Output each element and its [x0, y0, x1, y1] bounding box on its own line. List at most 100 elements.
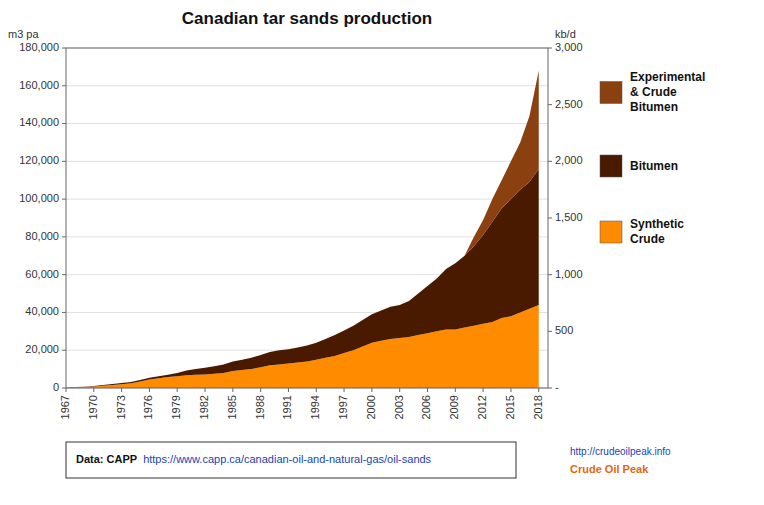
y-axis: 0 20,000 40,000 60,000 80,000 100,000 120,000 1…	[19, 41, 66, 393]
x-tick	[177, 388, 178, 392]
area	[66, 169, 539, 388]
watermark-name: Crude Oil Peak	[570, 463, 649, 475]
y-tick	[62, 312, 66, 313]
x-tick	[371, 388, 372, 392]
x-tick	[399, 388, 400, 392]
x-tick	[288, 388, 289, 392]
x-tick-label: 1982	[198, 395, 210, 419]
x-tick	[205, 388, 206, 392]
legend-label-line: & Crude	[630, 85, 677, 99]
x-tick	[510, 388, 511, 392]
legend-label-line: Synthetic	[630, 217, 684, 231]
y-tick-label: 60,000	[25, 268, 59, 280]
y-tick-label: 120,000	[19, 154, 59, 166]
source-url: https://www.capp.ca/canadian-oil-and-nat…	[143, 453, 431, 465]
y-tick-label: 80,000	[25, 230, 59, 242]
x-tick-label: 2015	[504, 395, 516, 419]
grid-line	[66, 161, 548, 162]
y-tick	[62, 388, 66, 389]
y2-tick	[548, 218, 552, 219]
x-tick-label: 1994	[309, 395, 321, 419]
y2-tick-label: 2,500	[555, 98, 583, 110]
legend-label-line: Experimental	[630, 70, 705, 84]
legend-label-line: Bitumen	[630, 100, 678, 114]
y2-tick	[548, 388, 552, 389]
x-tick-label: 1973	[115, 395, 127, 419]
grid-line	[66, 123, 548, 124]
grid-line	[66, 199, 548, 200]
y-axis-label: m3 pa	[8, 28, 39, 40]
y2-tick	[548, 274, 552, 275]
watermark-url: http://crudeoilpeak.info	[570, 446, 671, 457]
area	[66, 71, 539, 388]
legend-swatch	[600, 82, 622, 104]
x-tick-label: 1979	[170, 395, 182, 419]
y2-tick	[548, 48, 552, 49]
y2-tick	[548, 161, 552, 162]
y-tick	[62, 199, 66, 200]
x-axis: 1967 1970 1973 1976 1979 1982 1985 1988 1991 1994…	[59, 388, 544, 419]
x-tick	[344, 388, 345, 392]
x-tick-label: 2018	[532, 395, 544, 419]
x-tick-label: 1976	[142, 395, 154, 419]
x-tick-label: 2003	[393, 395, 405, 419]
legend-label-line: Bitumen	[630, 159, 678, 173]
y-tick-label: 100,000	[19, 192, 59, 204]
y-tick-label: 0	[53, 381, 59, 393]
x-tick-label: 1967	[59, 395, 71, 419]
y-tick	[62, 85, 66, 86]
y-tick-label: 180,000	[19, 41, 59, 53]
y2-tick-label: 1,000	[555, 268, 583, 280]
y-tick-label: 160,000	[19, 79, 59, 91]
source-box	[66, 442, 516, 478]
x-tick	[483, 388, 484, 392]
x-tick-label: 1985	[226, 395, 238, 419]
y-tick	[62, 350, 66, 351]
legend-label: Experimental& CrudeBitumen	[630, 70, 705, 114]
x-tick	[232, 388, 233, 392]
y-tick	[62, 161, 66, 162]
x-tick	[66, 388, 67, 392]
legend-label: SyntheticCrude	[630, 217, 684, 246]
x-tick-label: 2006	[420, 395, 432, 419]
x-tick	[538, 388, 539, 392]
x-tick-label: 1970	[87, 395, 99, 419]
x-tick	[316, 388, 317, 392]
plot-frame	[66, 48, 548, 388]
x-tick	[149, 388, 150, 392]
x-tick	[427, 388, 428, 392]
legend-swatch	[600, 155, 622, 177]
x-tick-label: 2009	[448, 395, 460, 419]
x-tick	[260, 388, 261, 392]
y2-tick-label: 3,000	[555, 41, 583, 53]
y2-tick-label: 1,500	[555, 211, 583, 223]
x-tick-label: 1997	[337, 395, 349, 419]
y-tick	[62, 48, 66, 49]
y-tick-label: 20,000	[25, 343, 59, 355]
legend-swatch	[600, 221, 622, 243]
plot-area	[66, 71, 539, 388]
legend-label-line: Crude	[630, 232, 665, 246]
y-tick	[62, 123, 66, 124]
y2-tick	[548, 104, 552, 105]
y2-tick-label: -	[555, 381, 559, 393]
y2-axis-label: kb/d	[555, 28, 576, 40]
x-tick-label: 2000	[365, 395, 377, 419]
y2-tick-label: 2,000	[555, 154, 583, 166]
source-label: Data: CAPP	[76, 453, 137, 465]
y2-tick	[548, 331, 552, 332]
y2-tick-label: 500	[555, 324, 573, 336]
y-tick	[62, 236, 66, 237]
grid-line	[66, 85, 548, 86]
legend-label: Bitumen	[630, 159, 678, 173]
y-tick-label: 40,000	[25, 305, 59, 317]
x-tick-label: 1988	[254, 395, 266, 419]
x-tick	[455, 388, 456, 392]
x-tick-label: 2012	[476, 395, 488, 419]
x-tick	[93, 388, 94, 392]
chart: 0 20,000 40,000 60,000 80,000 100,000 120,000 1…	[0, 0, 764, 505]
y-tick	[62, 274, 66, 275]
x-tick-label: 1991	[281, 395, 293, 419]
title: Canadian tar sands production	[182, 9, 432, 28]
x-tick	[121, 388, 122, 392]
